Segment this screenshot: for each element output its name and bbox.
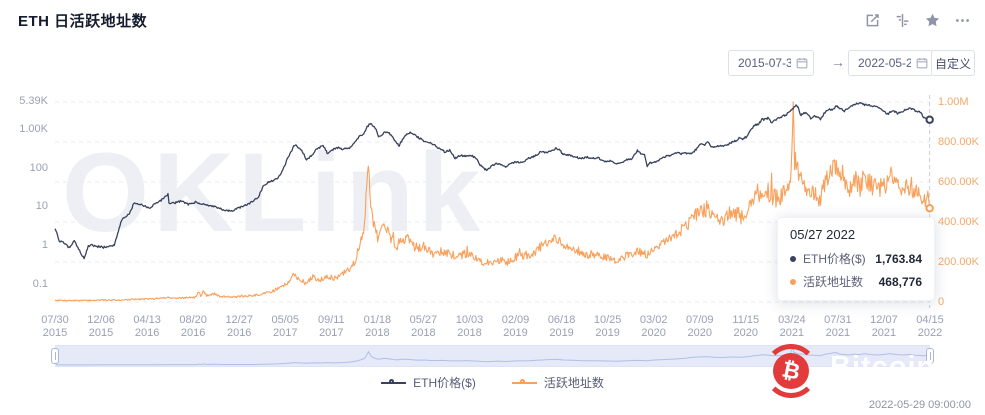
- header-icon-bar: [864, 12, 971, 29]
- chart-tooltip: 05/27 2022 ETH价格($) 1,763.84 活跃地址数 468,776: [777, 217, 935, 301]
- tooltip-label: 活跃地址数: [803, 275, 864, 289]
- legend-item[interactable]: ETH价格($): [381, 374, 476, 391]
- datazoom-slider[interactable]: [55, 345, 930, 367]
- y-axis-label-right: 1.00M: [938, 96, 969, 108]
- x-axis-label: 04/15 2022: [916, 314, 944, 339]
- chart-legend: ETH价格($) 活跃地址数: [0, 374, 985, 391]
- end-date-field: [848, 50, 934, 76]
- datazoom-right-handle[interactable]: [926, 348, 934, 364]
- x-axis-label: 12/27 2016: [225, 314, 253, 339]
- y-axis-label-right: 600.00K: [938, 176, 979, 188]
- y-axis-label-right: 200.00K: [938, 256, 979, 268]
- y-axis-label-left: 1.00K: [19, 123, 48, 136]
- y-axis-label-right: 800.00K: [938, 136, 979, 148]
- arrow-right-icon: →: [831, 54, 845, 70]
- legend-marker-icon: [511, 378, 537, 388]
- x-axis-label: 06/18 2019: [547, 314, 576, 339]
- x-axis-label: 12/07 2021: [870, 314, 898, 339]
- y-axis-label-left: 100: [29, 161, 48, 174]
- x-axis-label: 11/15 2020: [732, 314, 760, 339]
- x-axis-label: 05/27 2018: [409, 314, 438, 339]
- y-axis-label-left: 1: [41, 239, 48, 252]
- y-axis-label-left: 10: [35, 200, 48, 213]
- y-axis-label-right: 400.00K: [938, 216, 979, 228]
- tooltip-rows: ETH价格($) 1,763.84 活跃地址数 468,776: [790, 250, 922, 290]
- legend-marker-icon: [381, 378, 407, 388]
- tooltip-value: 1,763.84: [875, 251, 922, 266]
- legend-label: 活跃地址数: [543, 376, 604, 390]
- tooltip-value: 468,776: [878, 274, 922, 289]
- more-icon[interactable]: [954, 12, 971, 29]
- legend-item[interactable]: 活跃地址数: [511, 374, 604, 391]
- legend-label: ETH价格($): [413, 376, 476, 390]
- y-axis-label-left: 5.39K: [19, 95, 48, 107]
- x-axis-label: 08/20 2016: [179, 314, 207, 339]
- x-axis-label: 03/24 2021: [778, 314, 806, 339]
- x-axis-label: 07/30 2015: [41, 314, 69, 339]
- x-axis-label: 07/31 2021: [824, 314, 852, 339]
- calendar-icon: [916, 58, 928, 69]
- x-axis-label: 09/11 2017: [317, 314, 345, 339]
- start-date-input[interactable]: [728, 50, 814, 76]
- bitcoin86-logo: ₿: [760, 341, 824, 403]
- bitcoin86-wordmark: Bitcoin86: [830, 351, 970, 383]
- x-axis-label: 03/02 2020: [639, 314, 668, 339]
- tooltip-label: ETH价格($): [803, 252, 866, 266]
- indicator-icon[interactable]: [894, 12, 911, 29]
- datazoom-preview: [55, 345, 929, 366]
- y-axis-label-left: 0.1: [32, 277, 48, 290]
- calendar-icon: [796, 58, 808, 69]
- x-axis-label: 10/03 2018: [455, 314, 484, 339]
- snapshot-timestamp: 2022-05-29 09:00:00: [868, 399, 971, 411]
- x-axis-label: 10/25 2019: [593, 314, 622, 339]
- x-axis-label: 12/06 2015: [87, 314, 115, 339]
- x-axis-label: 04/13 2016: [133, 314, 161, 339]
- favorite-icon[interactable]: [924, 12, 941, 29]
- tooltip-row: 活跃地址数 468,776: [790, 273, 922, 290]
- x-axis-label: 01/18 2018: [363, 314, 392, 339]
- bitcoin-icon: ₿: [773, 353, 809, 389]
- series-dot-icon: [790, 278, 796, 285]
- x-axis-label: 07/09 2020: [685, 314, 714, 339]
- series-dot-icon: [790, 255, 796, 262]
- custom-range-button[interactable]: 自定义: [931, 50, 975, 76]
- x-axis-label: 02/09 2019: [501, 314, 530, 339]
- datazoom-left-handle[interactable]: [51, 348, 59, 364]
- oklink-watermark: OKLink: [62, 130, 485, 255]
- export-icon[interactable]: [864, 12, 881, 29]
- start-date-field: [728, 50, 814, 76]
- page-title: ETH 日活跃地址数: [18, 13, 148, 30]
- tooltip-date: 05/27 2022: [790, 227, 856, 242]
- x-axis-label: 05/05 2017: [271, 314, 300, 339]
- end-date-input[interactable]: [848, 50, 934, 76]
- tooltip-row: ETH价格($) 1,763.84: [790, 250, 922, 267]
- bitcoin86-ring: [764, 344, 818, 398]
- y-axis-label-right: 0: [938, 296, 945, 308]
